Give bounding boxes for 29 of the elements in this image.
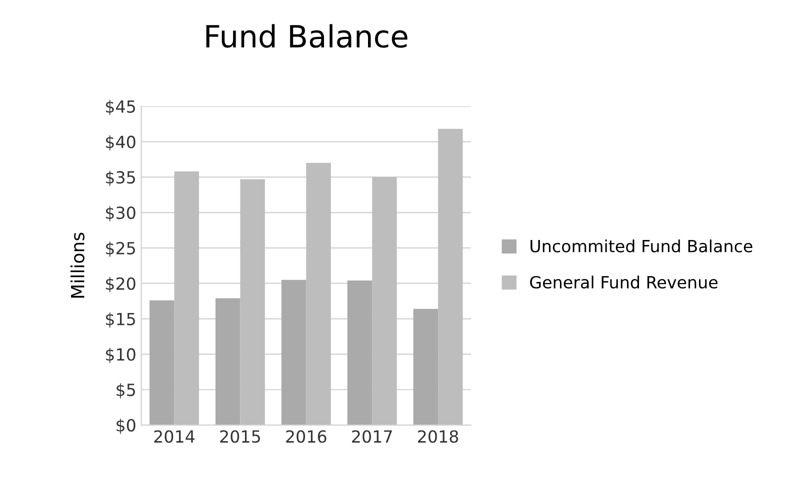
- bar: [215, 298, 240, 426]
- y-tick-label: $40: [106, 135, 136, 150]
- bar: [372, 177, 397, 426]
- x-tick-label: 2015: [220, 430, 260, 443]
- x-tick-label: 2017: [352, 430, 392, 443]
- legend-label: Uncommited Fund Balance: [530, 240, 752, 252]
- bar: [438, 128, 463, 426]
- x-tick-label: 2018: [418, 430, 458, 443]
- bar: [306, 162, 331, 426]
- y-tick-label: $15: [106, 312, 135, 328]
- x-tick-label: 2016: [286, 430, 326, 443]
- bar: [240, 179, 265, 426]
- x-tick-label: 2014: [154, 430, 195, 443]
- legend-label: General Fund Revenue: [530, 276, 718, 289]
- y-tick-label: $45: [106, 100, 135, 116]
- y-tick-label: $10: [106, 348, 136, 363]
- bar: [174, 171, 199, 426]
- y-axis-title: Millions: [70, 232, 84, 298]
- y-tick-label: $0: [116, 418, 136, 434]
- y-tick-label: $30: [106, 206, 136, 222]
- y-tick-label: $5: [116, 383, 135, 398]
- chart-title: Fund Balance: [206, 24, 408, 48]
- bar: [413, 308, 438, 426]
- y-tick-label: $35: [106, 170, 135, 186]
- bar: [281, 280, 306, 426]
- y-tick-label: $20: [106, 277, 136, 292]
- bar: [347, 280, 372, 426]
- bar: [150, 300, 174, 426]
- y-tick-label: $25: [106, 242, 135, 257]
